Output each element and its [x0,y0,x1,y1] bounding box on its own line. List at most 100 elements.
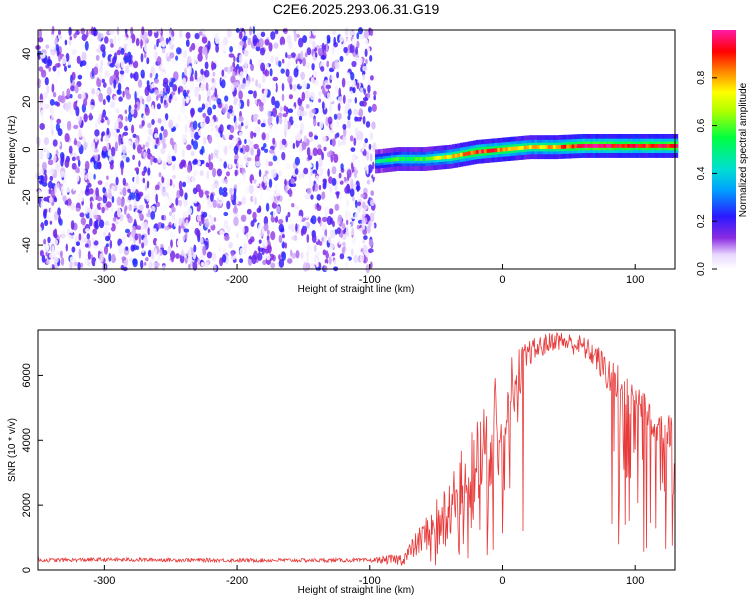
noise-cell [153,157,158,164]
noise-cell [280,215,286,221]
tone-cell [380,158,384,163]
noise-cell [334,203,340,211]
noise-cell [204,190,210,195]
noise-cell [293,67,299,78]
noise-cell [51,83,55,93]
noise-cell [80,44,85,53]
noise-cell [220,131,223,138]
noise-cell [357,206,361,214]
noise-cell [276,115,279,125]
noise-cell [315,175,320,183]
noise-cell [98,92,104,103]
noise-cell [202,152,206,158]
noise-cell [142,114,146,122]
noise-cell [67,60,71,66]
noise-cell [362,161,367,167]
noise-cell [320,55,326,60]
noise-cell [288,94,293,100]
noise-cell [91,161,94,167]
noise-cell [205,162,210,168]
noise-cell [325,70,331,78]
noise-cell [281,138,287,145]
noise-cell [78,248,82,259]
noise-cell [138,204,144,211]
noise-cell [79,62,83,67]
noise-cell [127,188,131,193]
noise-cell [198,129,203,136]
noise-cell [304,90,310,99]
noise-cell [301,155,307,160]
noise-cell [151,83,155,89]
x-tick-label: -300 [93,274,115,286]
noise-cell [370,75,374,81]
noise-cell [58,215,61,224]
noise-cell [288,187,292,198]
noise-cell [292,84,297,92]
noise-cell [104,136,110,143]
noise-cell [310,194,314,200]
noise-cell [169,137,174,146]
noise-cell [265,132,270,141]
noise-cell [75,207,81,212]
noise-cell [150,232,153,242]
noise-cell [111,57,115,66]
noise-cell [363,235,368,241]
noise-cell [313,244,317,252]
noise-cell [113,35,117,45]
noise-cell [88,188,94,195]
noise-cell [169,93,173,100]
noise-cell [75,167,80,174]
noise-cell [303,167,309,175]
noise-cell [263,223,269,232]
noise-cell [281,83,285,92]
noise-cell [87,207,92,214]
noise-cell [114,47,118,53]
noise-cell [339,191,342,201]
noise-cell [132,154,136,160]
noise-cell [282,28,287,33]
x-tick-label: -100 [359,575,381,587]
noise-cell [294,168,299,175]
noise-cell [312,70,318,78]
noise-cell [64,252,67,260]
noise-cell [131,124,135,134]
noise-cell [57,207,61,216]
tone-cell [409,157,413,161]
noise-cell [275,188,281,197]
noise-cell [46,259,50,265]
noise-cell [232,61,236,68]
noise-cell [292,142,296,149]
noise-cell [49,175,54,181]
noise-cell [160,41,166,47]
noise-cell [83,98,88,107]
noise-cell [147,122,152,129]
noise-cell [106,86,112,96]
noise-cell [342,134,347,144]
noise-cell [109,38,114,45]
tone-cell [523,145,527,150]
noise-cell [41,181,48,187]
noise-cell [304,52,308,58]
noise-cell [143,151,146,161]
noise-cell [344,27,349,37]
noise-cell [248,227,253,233]
tone-cell [521,145,525,150]
noise-cell [116,26,120,36]
noise-cell [223,223,229,230]
noise-cell [92,209,97,217]
noise-cell [54,228,57,237]
noise-cell [338,87,342,98]
noise-cell [312,147,318,157]
noise-cell [40,223,44,228]
y-tick-label: 0 [21,146,33,152]
noise-cell [303,253,307,263]
noise-cell [49,124,55,130]
noise-cell [238,116,244,122]
noise-cell [47,159,54,166]
tone-cell [457,153,461,158]
tone-cell [643,144,647,148]
noise-cell [340,163,344,171]
noise-cell [71,246,76,253]
noise-cell [57,182,60,189]
noise-cell [247,215,252,222]
